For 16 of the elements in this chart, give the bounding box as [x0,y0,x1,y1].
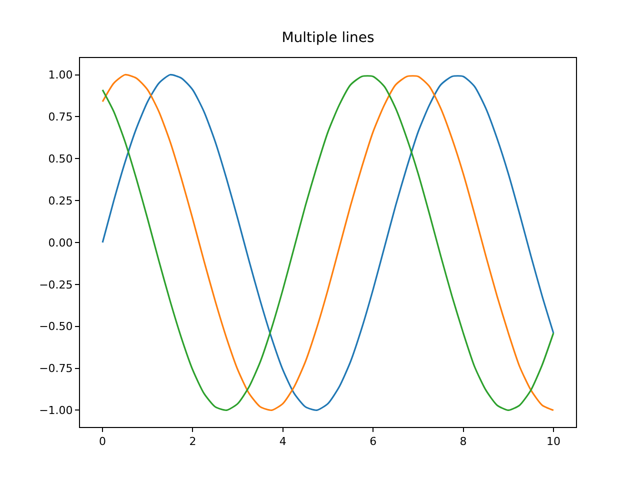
y-tick-label: 0.75 [48,110,73,124]
y-tick-label: −0.75 [39,362,73,376]
x-tick-label: 4 [279,435,286,448]
x-tick-label: 2 [189,435,196,448]
y-tick-label: 0.25 [48,194,73,208]
y-tick-label: 0.00 [48,236,73,250]
x-tick-label: 0 [99,435,106,448]
y-tick-label: −0.50 [39,320,73,334]
y-tick-label: 0.50 [48,152,73,166]
x-tick-label: 6 [370,435,377,448]
y-tick-label: −0.25 [39,278,73,292]
y-tick-label: −1.00 [39,404,73,418]
y-tick-label: 1.00 [48,68,73,82]
x-tick-label: 8 [460,435,467,448]
chart-title: Multiple lines [282,30,374,46]
x-tick-label: 10 [546,435,560,448]
